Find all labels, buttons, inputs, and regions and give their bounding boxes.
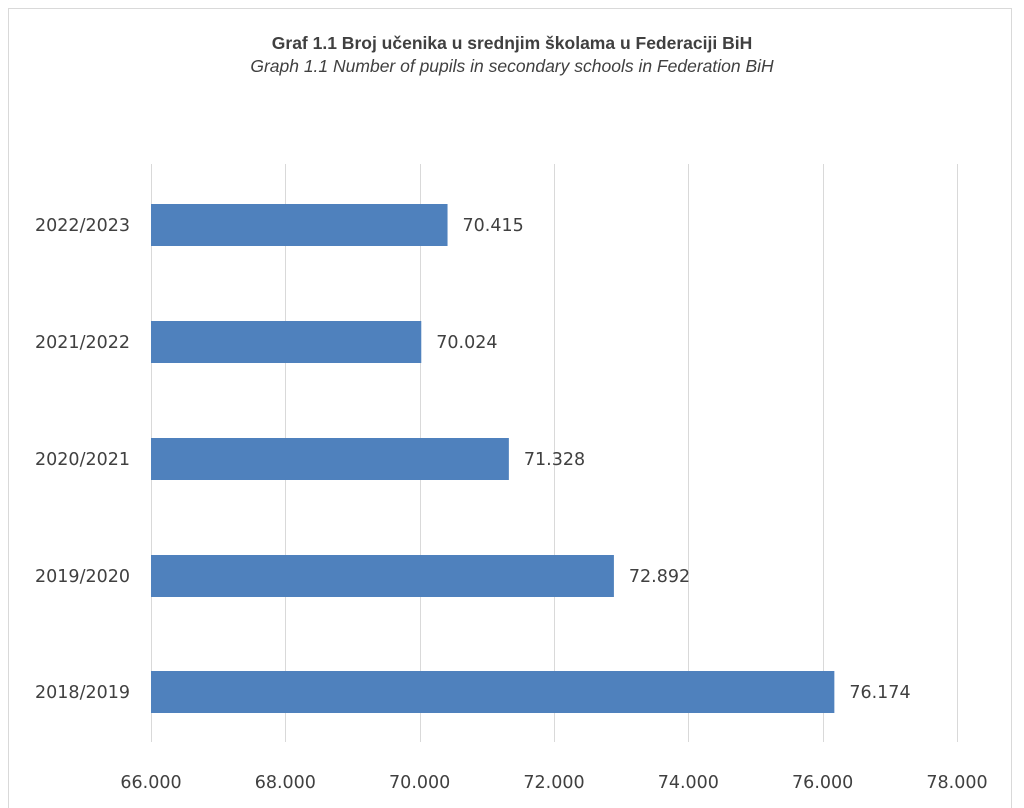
x-tick-label: 68.000: [255, 773, 316, 793]
x-tick-label: 74.000: [658, 773, 719, 793]
x-tick-labels: 66.000 68.000 70.000 72.000 74.000 76.000 78.0…: [120, 773, 987, 793]
x-tick-label: 70.000: [389, 773, 450, 793]
bar: [151, 438, 509, 480]
category-label: 2020/2021: [35, 450, 130, 470]
data-label: 76.174: [849, 683, 910, 703]
category-label: 2018/2019: [35, 683, 130, 703]
bar: [151, 204, 448, 246]
category-label: 2021/2022: [35, 333, 130, 353]
category-label: 2019/2020: [35, 567, 130, 587]
bar: [151, 555, 614, 597]
chart-subtitle: Graph 1.1 Number of pupils in secondary …: [250, 56, 774, 76]
data-label: 71.328: [524, 450, 585, 470]
data-label: 70.415: [463, 216, 524, 236]
x-tick-label: 66.000: [120, 773, 181, 793]
chart-title: Graf 1.1 Broj učenika u srednjim školama…: [271, 33, 753, 53]
x-tick-label: 72.000: [523, 773, 584, 793]
category-label: 2022/2023: [35, 216, 130, 236]
x-tick-label: 76.000: [792, 773, 853, 793]
x-tick-label: 78.000: [926, 773, 987, 793]
bar: [151, 321, 422, 363]
data-label: 72.892: [629, 567, 690, 587]
category-labels: 2022/2023 2021/2022 2020/2021 2019/2020 2018…: [35, 216, 130, 703]
bars: [151, 204, 835, 713]
data-label: 70.024: [436, 333, 497, 353]
bar: [151, 671, 835, 713]
data-labels: 70.415 70.024 71.328 72.892 76.174: [436, 216, 910, 703]
